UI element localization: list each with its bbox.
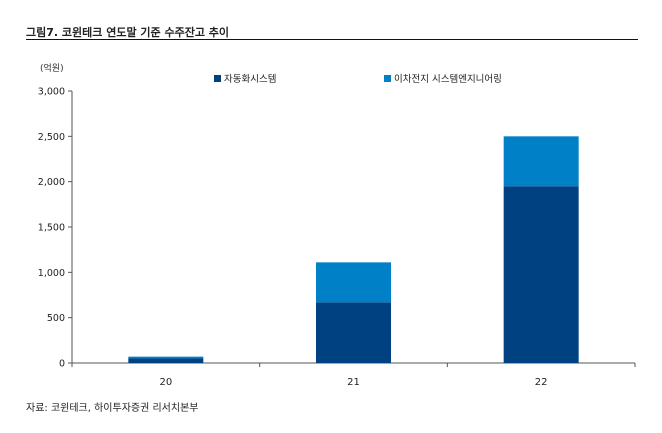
y-tick-label: 1,500 <box>38 223 65 234</box>
bar-battery-engineering-22 <box>503 136 579 187</box>
legend-swatch <box>214 75 221 82</box>
y-tick-label: 1,000 <box>38 268 65 279</box>
bar-battery-engineering-20 <box>128 356 204 359</box>
chart-title: 그림7. 코윈테크 연도말 기준 수주잔고 추이 <box>26 26 230 39</box>
legend-swatch <box>384 75 391 82</box>
x-tick-label: 22 <box>535 377 548 388</box>
title-divider <box>26 39 638 40</box>
y-tick-label: 3,000 <box>38 87 65 98</box>
chart-area: (억원) 0 500 1,000 1,500 2,000 2,500 3,000 20 21 22 자… <box>38 62 636 388</box>
y-tick-label: 2,000 <box>38 177 65 188</box>
bar-automation-22 <box>503 186 579 363</box>
x-tick-label: 20 <box>159 377 172 388</box>
bar-automation-20 <box>128 358 204 363</box>
legend-label: 자동화시스템 <box>224 73 276 85</box>
source-note: 자료: 코윈테크, 하이투자증권 리서치본부 <box>26 403 199 414</box>
legend-label: 이차전지 시스템엔지니어링 <box>394 73 502 85</box>
bar-automation-21 <box>316 302 391 363</box>
bar-battery-engineering-21 <box>316 262 391 303</box>
x-tick-label: 21 <box>347 377 360 388</box>
y-tick-label: 2,500 <box>38 132 65 143</box>
y-tick-label: 0 <box>59 359 65 370</box>
y-tick-label: 500 <box>47 313 65 324</box>
y-unit-label: (억원) <box>40 62 64 74</box>
